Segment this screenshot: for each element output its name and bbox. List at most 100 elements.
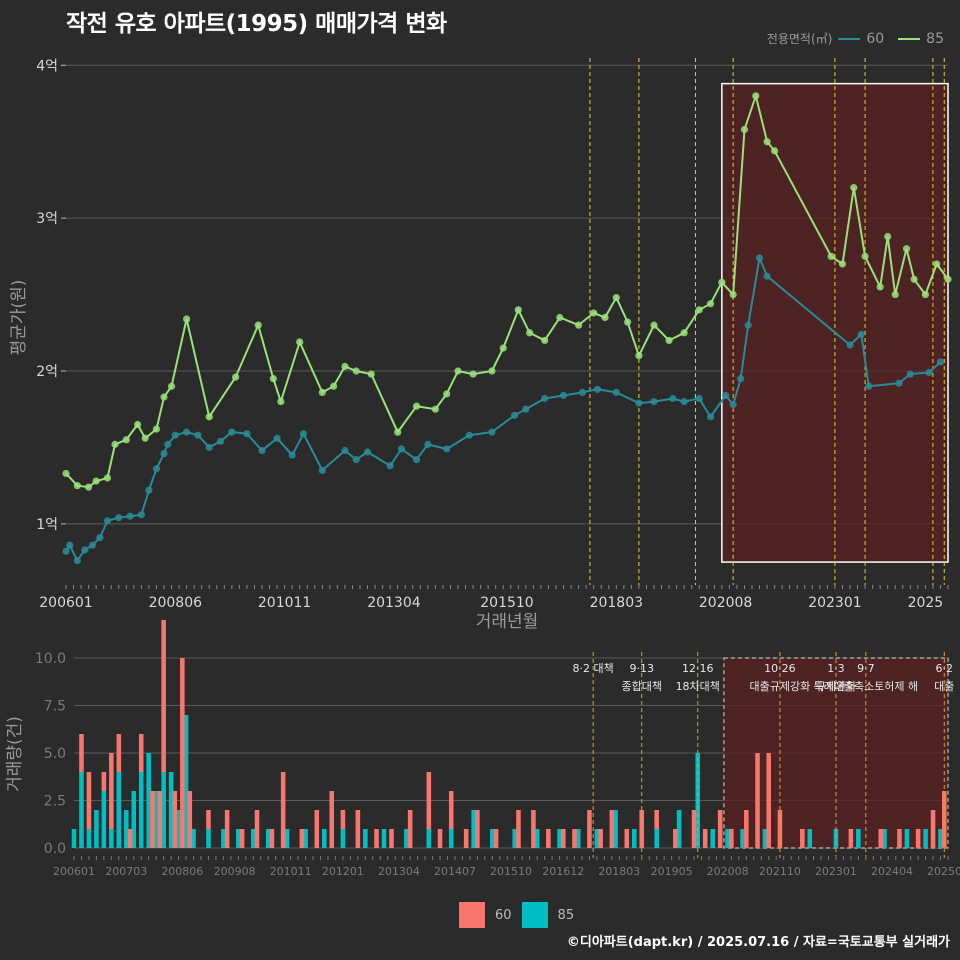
bar-60 — [314, 810, 320, 848]
data-point-60 — [895, 379, 903, 387]
bar-85 — [676, 810, 682, 848]
annotation-label: 9·7 — [857, 662, 875, 675]
data-point-85 — [921, 290, 929, 299]
bar-60 — [340, 810, 346, 829]
data-point-60 — [318, 466, 326, 474]
data-point-85 — [752, 92, 760, 100]
x-tick-label-bottom: 201201 — [322, 865, 364, 878]
x-tick-label: 202008 — [699, 595, 752, 611]
y-tick-label-bottom: 5.0 — [44, 746, 66, 762]
annotation-sublabel: 규제완화 — [816, 680, 856, 693]
data-point-85 — [92, 477, 100, 485]
annotation-label: 6·2 — [936, 662, 954, 675]
bar-60 — [389, 829, 394, 848]
bar-85 — [448, 829, 454, 848]
annotation-label: 1·3 — [827, 662, 845, 675]
bar-60 — [572, 829, 577, 848]
annotation-sublabel: 종합대책 — [621, 680, 661, 693]
data-point-85 — [352, 367, 360, 375]
data-point-85 — [884, 232, 892, 241]
data-point-60 — [612, 388, 620, 396]
data-point-60 — [386, 462, 394, 470]
bar-85 — [191, 829, 196, 848]
data-point-85 — [635, 352, 643, 360]
bar-60 — [702, 829, 708, 848]
bar-85 — [833, 829, 839, 848]
bar-60 — [848, 829, 854, 848]
y-tick-label: 1억 — [36, 517, 58, 533]
x-tick-label-bottom: 200703 — [105, 865, 147, 878]
data-point-85 — [680, 329, 688, 337]
x-tick-label-bottom: 202110 — [759, 865, 801, 878]
bar-85 — [882, 829, 887, 848]
bar-60 — [755, 753, 760, 848]
data-point-60 — [635, 399, 643, 407]
bar-60 — [437, 829, 443, 848]
data-point-60 — [722, 391, 730, 400]
bar-85 — [124, 810, 129, 848]
data-point-85 — [729, 290, 737, 299]
data-point-85 — [367, 370, 375, 378]
annotation-label: 10·26 — [764, 662, 796, 675]
data-point-60 — [906, 370, 914, 378]
x-tick-label-bottom: 201612 — [542, 865, 584, 878]
bar-85 — [381, 829, 387, 848]
bar-85 — [284, 829, 290, 848]
data-point-85 — [740, 125, 749, 134]
legend-label-60: 60 — [866, 30, 885, 47]
bar-60 — [109, 753, 114, 829]
data-point-85 — [160, 393, 168, 401]
data-point-85 — [876, 283, 884, 291]
bar-60 — [280, 772, 286, 848]
bar-60 — [463, 829, 469, 848]
x-tick-label: 201011 — [258, 595, 311, 611]
data-point-85 — [62, 469, 70, 478]
bar-85 — [168, 772, 174, 848]
bar-60 — [206, 810, 211, 829]
bar-60 — [299, 829, 305, 848]
data-point-85 — [556, 313, 564, 322]
bar-85 — [363, 829, 368, 848]
bar-60 — [138, 734, 144, 772]
bar-60 — [355, 810, 361, 848]
data-point-60 — [695, 394, 703, 403]
data-point-60 — [352, 456, 360, 464]
data-point-85 — [771, 147, 779, 155]
x-tick-label-bottom: 202404 — [871, 865, 913, 878]
data-point-85 — [526, 329, 534, 337]
bar-60 — [766, 753, 771, 848]
data-point-85 — [838, 260, 847, 268]
bar-85 — [94, 810, 99, 848]
y-axis-label: 평균가(원) — [9, 280, 29, 356]
data-point-60 — [559, 391, 568, 400]
data-point-60 — [205, 443, 213, 452]
data-point-60 — [160, 449, 168, 458]
legend-title: 전용면적(㎡) — [766, 32, 833, 46]
annotation-sublabel: 대출 — [934, 680, 954, 693]
y-tick-label-bottom: 0.0 — [44, 841, 66, 857]
bar-60 — [127, 829, 133, 848]
bar-60 — [269, 829, 275, 848]
bar-85 — [807, 829, 813, 848]
chart-title: 작전 유호 아파트(1995) 매매가격 변화 — [66, 11, 447, 37]
data-point-60 — [171, 431, 179, 439]
bar-85 — [86, 829, 92, 848]
bar-85 — [923, 829, 928, 848]
data-point-85 — [469, 370, 477, 378]
x-tick-label-bottom: 201510 — [490, 865, 532, 878]
annotation-sublabel: 18차대책 — [676, 680, 720, 693]
data-point-85 — [318, 388, 326, 396]
data-point-60 — [522, 405, 530, 413]
bar-85 — [725, 829, 730, 848]
data-point-60 — [680, 397, 688, 406]
data-point-85 — [85, 483, 93, 491]
legend-bar-swatch-85 — [521, 902, 548, 928]
data-point-60 — [755, 254, 764, 262]
bar-60 — [150, 791, 155, 848]
data-point-85 — [111, 440, 119, 448]
data-point-60 — [126, 512, 134, 520]
bar-85 — [116, 772, 122, 848]
data-point-85 — [665, 336, 673, 345]
